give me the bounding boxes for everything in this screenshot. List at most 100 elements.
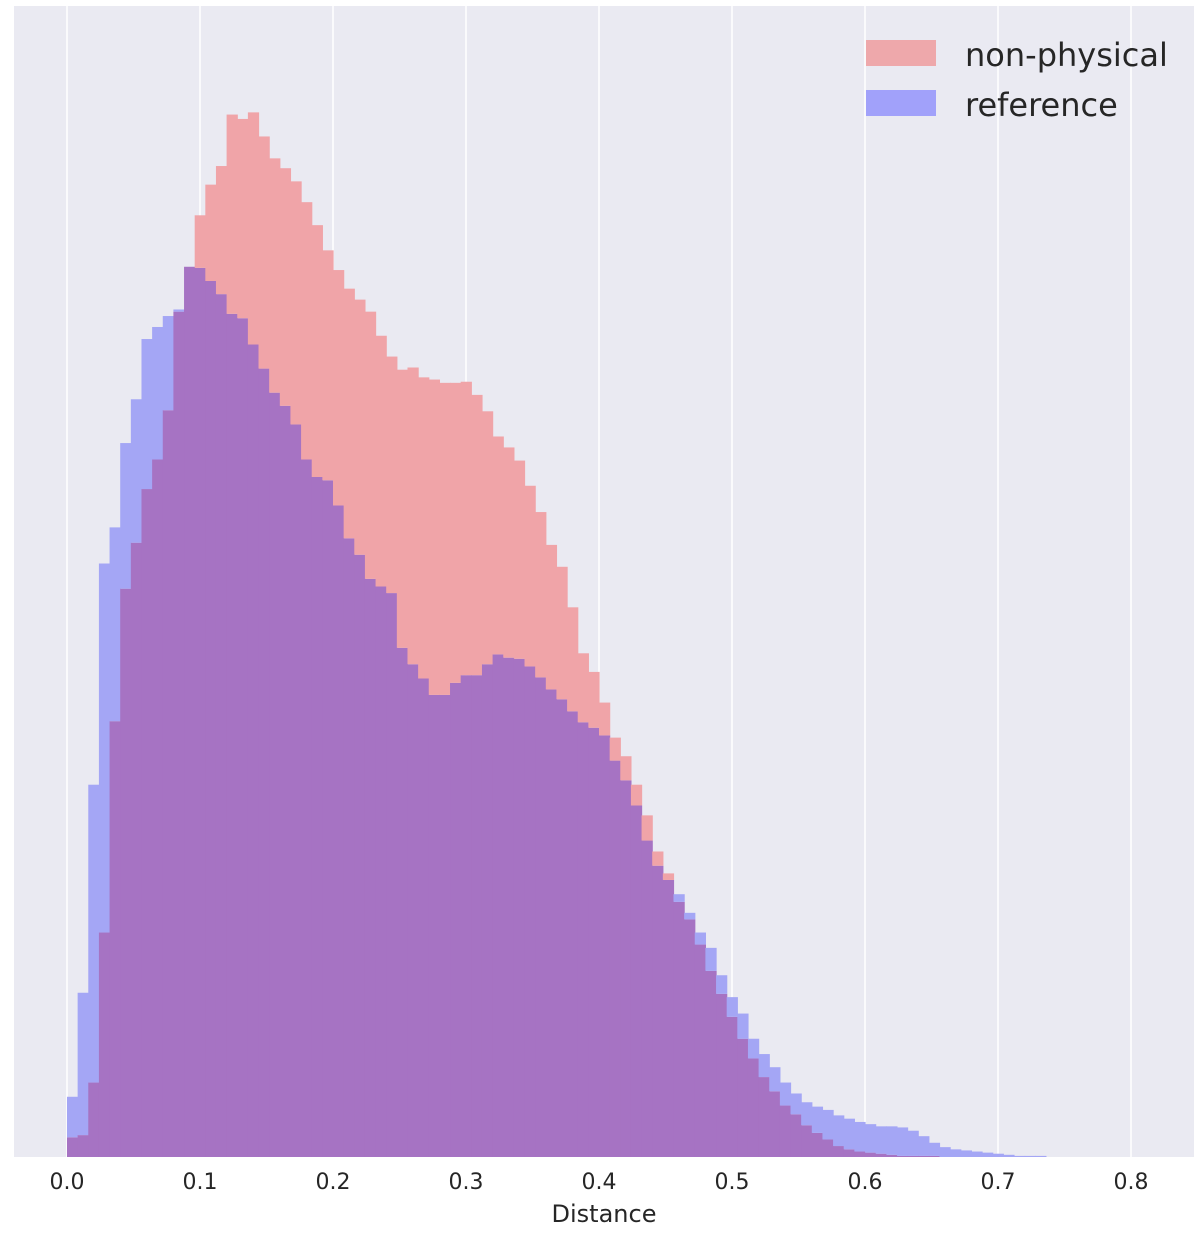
histogram-bar-non-physical	[428, 379, 440, 695]
histogram-bar-reference	[694, 932, 706, 945]
histogram-bar-reference	[833, 1115, 845, 1147]
histogram-bar-reference	[684, 912, 696, 920]
histogram-bar-overlap	[130, 542, 143, 1157]
histogram-bar-non-physical	[652, 851, 664, 866]
histogram-bar-overlap	[481, 664, 494, 1157]
histogram-bar-overlap	[833, 1146, 845, 1157]
histogram-bar-reference	[726, 997, 738, 1017]
histogram-bar-overlap	[928, 1155, 941, 1157]
histogram-bar-overlap	[258, 368, 270, 1158]
histogram-bar-non-physical	[333, 270, 345, 506]
histogram-bar-non-physical	[396, 369, 409, 648]
histogram-bar-overlap	[450, 682, 462, 1157]
histogram-bar-overlap	[662, 879, 675, 1157]
histogram-bar-non-physical	[311, 225, 323, 477]
histogram-bar-overlap	[205, 281, 217, 1157]
histogram-bar-overlap	[886, 1154, 898, 1157]
histogram-bar-reference	[67, 1096, 79, 1138]
histogram-bar-overlap	[311, 477, 323, 1157]
histogram-bar-non-physical	[609, 737, 621, 761]
histogram-bar-overlap	[513, 658, 526, 1157]
histogram-bar-non-physical	[407, 367, 419, 665]
histogram-bar-overlap	[386, 593, 398, 1157]
histogram-bar-reference	[982, 1152, 994, 1157]
legend: non-physical reference	[866, 36, 1168, 124]
histogram-bars	[67, 112, 1047, 1158]
histogram-bar-overlap	[588, 727, 600, 1157]
legend-swatch-non-physical	[866, 40, 936, 66]
histogram-bar-overlap	[503, 657, 515, 1157]
histogram-bar-non-physical	[237, 118, 249, 319]
histogram-bar-reference	[896, 1127, 909, 1156]
histogram-bar-overlap	[577, 722, 589, 1157]
histogram-bar-overlap	[705, 970, 717, 1157]
histogram-bar-non-physical	[450, 382, 462, 683]
histogram-bar-overlap	[471, 675, 483, 1157]
histogram-bar-non-physical	[471, 394, 483, 676]
histogram-bar-non-physical	[290, 181, 302, 425]
x-tick-label: 0.5	[715, 1170, 750, 1195]
histogram-bar-reference	[1013, 1155, 1026, 1157]
x-tick-label: 0.8	[1114, 1170, 1149, 1195]
histogram-bar-overlap	[343, 538, 355, 1157]
histogram-bar-overlap	[322, 480, 334, 1157]
histogram-bar-non-physical	[599, 702, 611, 736]
histogram-bar-reference	[673, 894, 685, 902]
histogram-bar-overlap	[694, 944, 706, 1157]
histogram-bar-reference	[843, 1118, 855, 1150]
histogram-bar-overlap	[716, 993, 728, 1157]
histogram-bar-overlap	[630, 805, 643, 1157]
histogram-bar-overlap	[269, 392, 281, 1157]
histogram-bar-reference	[779, 1082, 792, 1106]
x-tick-label: 0.1	[183, 1170, 218, 1195]
histogram-bar-overlap	[439, 694, 451, 1157]
histogram-bar-reference	[801, 1102, 813, 1126]
histogram-bar-overlap	[109, 721, 121, 1157]
histogram-bar-overlap	[758, 1077, 770, 1157]
histogram-bar-reference	[875, 1126, 887, 1154]
histogram-bar-overlap	[620, 780, 632, 1157]
histogram-bar-non-physical	[567, 607, 579, 712]
histogram-bar-reference	[705, 947, 717, 971]
histogram-bar-reference	[971, 1151, 983, 1157]
histogram-bar-overlap	[865, 1152, 877, 1157]
histogram-bar-overlap	[162, 410, 174, 1158]
histogram-bar-non-physical	[269, 158, 281, 393]
histogram-bar-reference	[865, 1124, 877, 1153]
histogram-bar-non-physical	[630, 784, 643, 806]
histogram-bar-overlap	[790, 1114, 802, 1157]
histogram-bar-non-physical	[215, 166, 228, 295]
histogram-bar-overlap	[854, 1151, 866, 1157]
histogram-bar-overlap	[460, 675, 472, 1157]
histogram-bar-overlap	[141, 489, 153, 1157]
histogram-bar-reference	[109, 527, 121, 722]
histogram-bar-non-physical	[556, 566, 568, 700]
histogram-bar-non-physical	[375, 335, 387, 587]
histogram-bar-non-physical	[343, 288, 355, 539]
histogram-bar-overlap	[535, 677, 547, 1157]
histogram-bar-non-physical	[641, 815, 653, 841]
histogram-bar-overlap	[747, 1058, 760, 1157]
histogram-bar-overlap	[641, 840, 653, 1157]
histogram-bar-overlap	[843, 1149, 855, 1157]
histogram-bar-overlap	[811, 1132, 824, 1157]
histogram-bar-non-physical	[535, 512, 547, 678]
histogram-bar-overlap	[492, 654, 504, 1157]
histogram-bar-overlap	[88, 1082, 100, 1157]
histogram-bar-overlap	[184, 266, 196, 1157]
x-axis-ticks: 0.0 0.1 0.2 0.3 0.4 0.5 0.6 0.7 0.8	[50, 1170, 1149, 1195]
histogram-bar-overlap	[98, 932, 111, 1157]
histogram-bar-reference	[928, 1142, 941, 1156]
histogram-bar-overlap	[407, 664, 419, 1157]
histogram-bar-overlap	[375, 586, 387, 1157]
histogram-bar-overlap	[769, 1091, 781, 1157]
histogram-bar-non-physical	[194, 215, 206, 268]
histogram-bar-reference	[907, 1130, 919, 1156]
histogram-bar-reference	[886, 1126, 898, 1155]
legend-swatch-reference	[866, 90, 936, 116]
histogram-bar-non-physical	[354, 299, 366, 555]
histogram-bar-overlap	[226, 313, 238, 1158]
histogram-bar-non-physical	[513, 460, 526, 659]
histogram-bar-non-physical	[247, 112, 260, 345]
